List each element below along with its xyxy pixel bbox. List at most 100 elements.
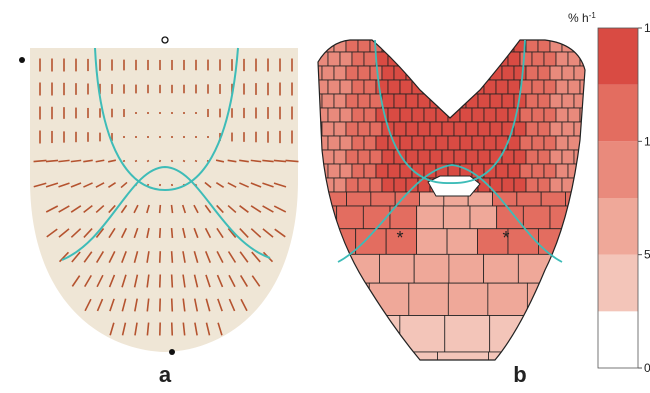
cell <box>424 80 436 94</box>
cell <box>568 52 580 66</box>
cell <box>328 136 340 150</box>
cell <box>356 229 386 255</box>
cell <box>424 108 436 122</box>
cell <box>352 80 364 94</box>
cell <box>310 178 322 192</box>
growth-direction <box>195 161 197 162</box>
cell <box>550 178 562 192</box>
cell <box>568 136 580 150</box>
colorbar-bin <box>598 255 638 312</box>
cell <box>580 164 592 178</box>
cell <box>334 94 346 108</box>
cell <box>466 66 478 80</box>
growth-direction <box>160 228 161 238</box>
cell <box>556 52 568 66</box>
cell <box>370 178 382 192</box>
cell <box>371 192 395 206</box>
cell <box>517 192 541 206</box>
cell <box>532 108 544 122</box>
cell <box>322 94 334 108</box>
cell <box>310 316 355 352</box>
cell <box>358 150 370 164</box>
growth-direction <box>147 160 149 161</box>
cell <box>443 206 470 229</box>
cell <box>454 38 466 52</box>
growth-direction <box>135 161 137 162</box>
cell <box>514 150 526 164</box>
marker: * <box>396 228 403 248</box>
cell <box>502 178 514 192</box>
cell <box>364 52 376 66</box>
cell <box>544 136 556 150</box>
cell <box>370 122 382 136</box>
cell <box>322 122 334 136</box>
figure: a * * b % h-1 051015 <box>0 0 650 388</box>
cell <box>520 52 532 66</box>
cell <box>490 66 502 80</box>
cell <box>330 283 370 315</box>
cell <box>580 80 592 94</box>
cell <box>352 136 364 150</box>
cell <box>550 94 562 108</box>
cell <box>388 52 400 66</box>
growth-direction <box>160 160 161 162</box>
cell <box>442 150 454 164</box>
cell <box>562 66 574 80</box>
cell <box>310 66 322 80</box>
cell <box>514 178 526 192</box>
cell <box>538 66 550 80</box>
cell <box>472 52 484 66</box>
cell <box>358 178 370 192</box>
cell <box>442 122 454 136</box>
cell <box>448 52 460 66</box>
cell <box>358 94 370 108</box>
growth-direction <box>172 251 173 263</box>
cell <box>388 108 400 122</box>
cell <box>478 94 490 108</box>
cell <box>508 229 538 255</box>
cell <box>586 122 598 136</box>
cell <box>310 38 322 52</box>
cell <box>454 150 466 164</box>
cell <box>346 66 358 80</box>
cell <box>466 150 478 164</box>
cell <box>394 122 406 136</box>
cell <box>526 94 538 108</box>
colorbar-bin <box>598 85 638 142</box>
cell <box>424 136 436 150</box>
panel-label: b <box>513 362 526 387</box>
cell <box>478 122 490 136</box>
cell <box>364 80 376 94</box>
panel-a: a <box>19 37 298 387</box>
cell <box>568 80 580 94</box>
cell <box>580 136 592 150</box>
cell <box>553 254 588 283</box>
colorbar-tick-label: 0 <box>644 361 650 375</box>
cell <box>454 122 466 136</box>
cell <box>364 136 376 150</box>
cell <box>436 52 448 66</box>
cell <box>436 80 448 94</box>
cell <box>400 108 412 122</box>
cell <box>490 122 502 136</box>
cell <box>484 52 496 66</box>
cell <box>562 122 574 136</box>
panel-label: a <box>159 362 172 387</box>
cell <box>388 164 400 178</box>
cell <box>406 150 418 164</box>
cell <box>346 150 358 164</box>
cell <box>520 164 532 178</box>
cell <box>550 150 562 164</box>
cell <box>550 122 562 136</box>
cell <box>447 229 477 255</box>
cell <box>298 192 322 206</box>
cell <box>532 164 544 178</box>
cell <box>449 254 484 283</box>
cell <box>472 108 484 122</box>
cell <box>304 108 316 122</box>
cell <box>550 38 562 52</box>
marker: * <box>502 228 509 248</box>
cell <box>406 122 418 136</box>
cell <box>460 80 472 94</box>
colorbar-tick-label: 15 <box>644 21 650 35</box>
